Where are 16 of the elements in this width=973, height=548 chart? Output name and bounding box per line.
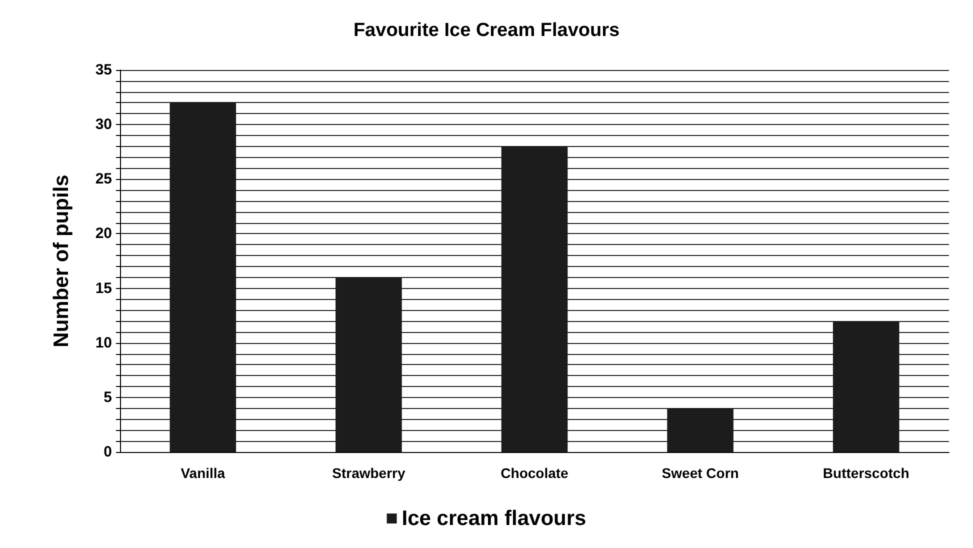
x-tick-label: Butterscotch	[822, 465, 910, 481]
y-tick-label: 25	[95, 170, 112, 188]
y-tick-label: 5	[104, 388, 112, 406]
y-tick-label: 0	[104, 444, 112, 460]
chart-title: Favourite Ice Cream Flavours	[353, 20, 620, 41]
x-tick-label: Vanilla	[180, 465, 226, 481]
y-axis-title: Number of pupils	[50, 174, 73, 348]
y-tick-label: 10	[95, 334, 112, 352]
y-tick-label: 20	[95, 225, 112, 242]
x-tick-label: Sweet Corn	[662, 465, 739, 481]
legend-label: Ice cream flavours	[402, 507, 586, 530]
x-tick-label: Strawberry	[332, 465, 406, 481]
x-tick-label: Chocolate	[500, 465, 569, 481]
y-tick-label: 35	[95, 62, 112, 78]
y-tick-label: 15	[95, 280, 112, 297]
y-tick-label: 30	[95, 116, 112, 134]
